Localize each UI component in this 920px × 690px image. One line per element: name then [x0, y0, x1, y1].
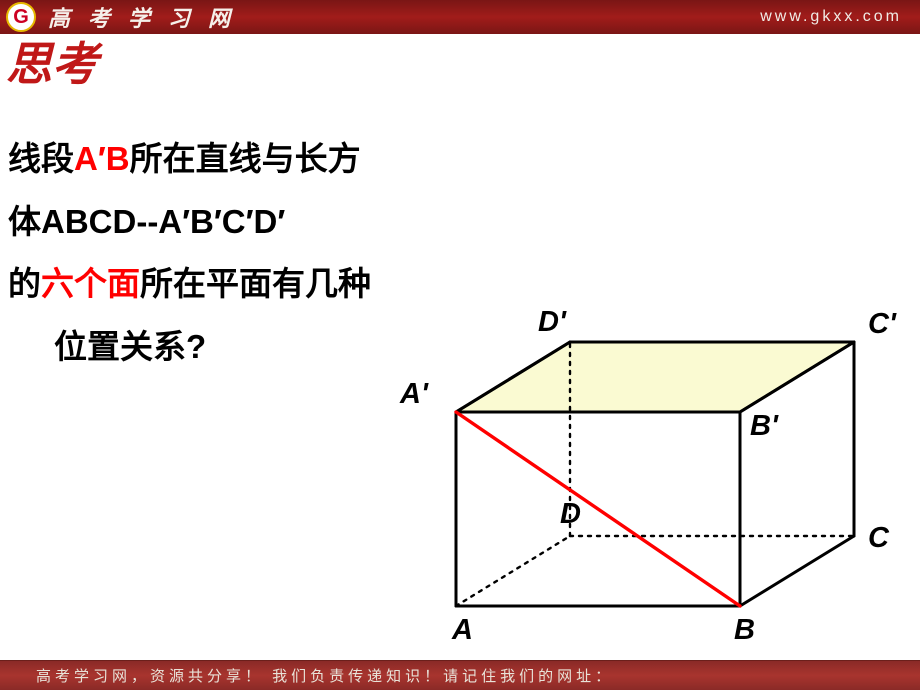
vertex-label-Ap: A' [400, 378, 428, 411]
q-line1: 线段A′B所在直线与长方 [8, 128, 508, 191]
q3b: 六个面 [41, 265, 140, 302]
footer-text: 高考学习网，资源共分享！ 我们负责传递知识！请记住我们的网址： [36, 665, 614, 686]
q-line2: 体ABCD--A′B′C′D′ [8, 191, 508, 254]
footer-bar: 高考学习网，资源共分享！ 我们负责传递知识！请记住我们的网址： [0, 660, 920, 690]
cuboid-diagram: ABCDA'B'C'D' [400, 300, 900, 640]
slide-heading: 思考 [6, 28, 98, 94]
vertex-label-Cp: C' [868, 308, 896, 341]
cuboid-svg [400, 300, 900, 640]
vertex-label-B: B [734, 614, 755, 647]
q1b: A′B [74, 140, 130, 177]
site-url: www.gkxx.com [760, 8, 902, 26]
q1a: 线段 [8, 140, 74, 177]
q1c: 所在直线与长方 [130, 140, 361, 177]
vertex-label-C: C [868, 522, 889, 555]
header-bar: G 高考学习网 www.gkxx.com [0, 0, 920, 34]
q3a: 的 [8, 265, 41, 302]
vertex-label-Bp: B' [750, 410, 778, 443]
logo-letter: G [13, 6, 29, 29]
vertex-label-A: A [452, 614, 473, 647]
vertex-label-D: D [560, 498, 581, 531]
q3c: 所在平面有几种 [140, 265, 371, 302]
vertex-label-Dp: D' [538, 306, 566, 339]
